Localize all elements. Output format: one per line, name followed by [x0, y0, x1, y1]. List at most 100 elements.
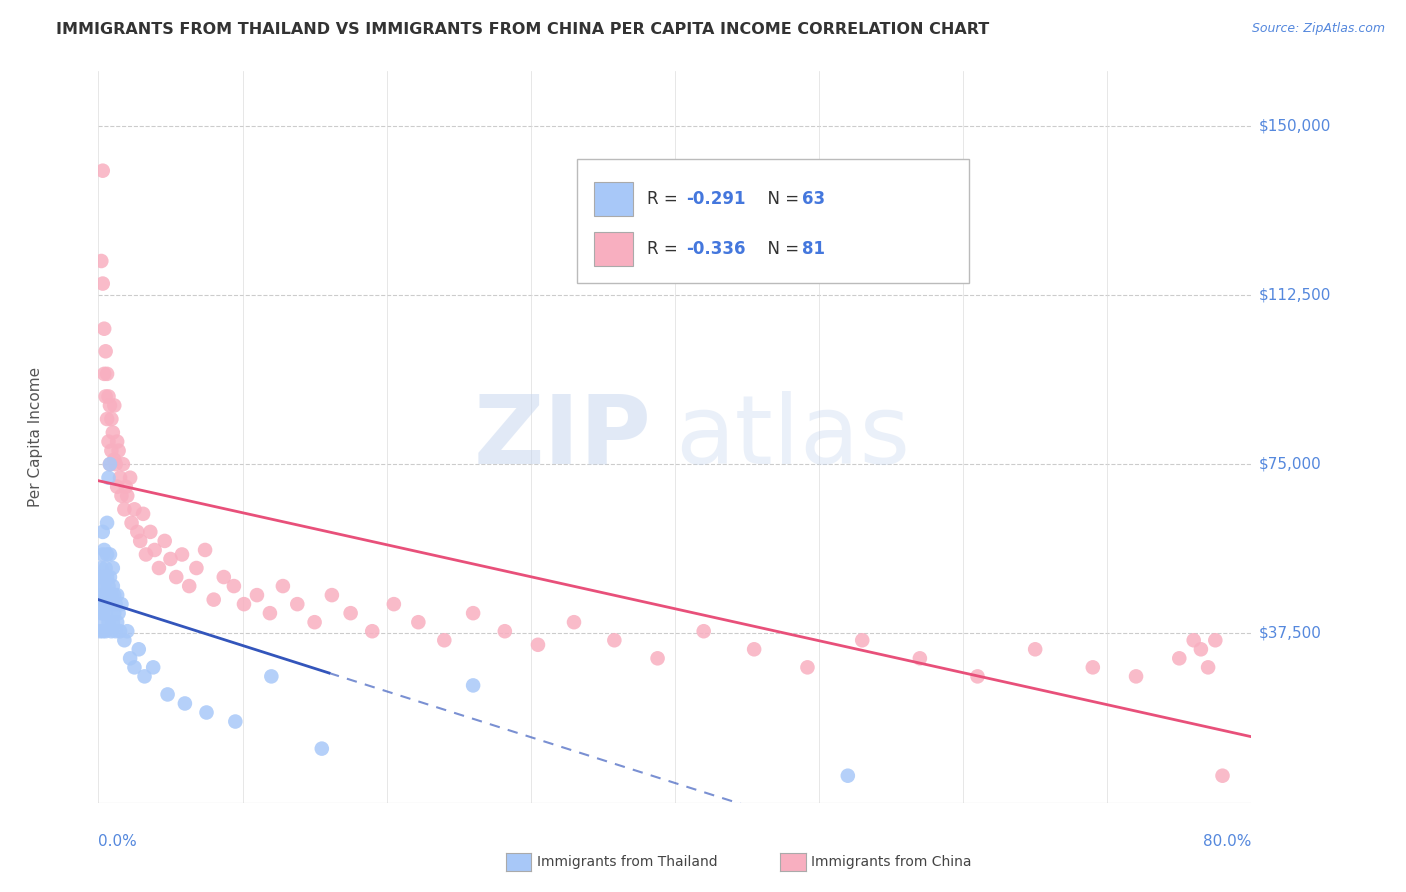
- Point: [117, 489, 138, 503]
- Point: [93, 543, 115, 558]
- Point: [97, 389, 120, 403]
- Point: [117, 624, 138, 639]
- Point: [93, 367, 115, 381]
- Point: [603, 633, 626, 648]
- Point: [100, 588, 122, 602]
- Point: [124, 502, 146, 516]
- Point: [105, 434, 128, 449]
- Text: N =: N =: [756, 190, 804, 208]
- Point: [105, 615, 128, 630]
- Text: -0.291: -0.291: [686, 190, 747, 208]
- Point: [170, 548, 193, 562]
- Point: [108, 624, 131, 639]
- Point: [112, 502, 135, 516]
- Point: [128, 642, 150, 657]
- Point: [105, 480, 128, 494]
- Point: [120, 651, 142, 665]
- Text: $75,000: $75,000: [1258, 457, 1322, 472]
- Point: [91, 592, 114, 607]
- Point: [124, 660, 146, 674]
- Text: IMMIGRANTS FROM THAILAND VS IMMIGRANTS FROM CHINA PER CAPITA INCOME CORRELATION : IMMIGRANTS FROM THAILAND VS IMMIGRANTS F…: [56, 22, 990, 37]
- Point: [195, 706, 218, 720]
- Point: [93, 570, 115, 584]
- Point: [91, 163, 114, 178]
- Text: Source: ZipAtlas.com: Source: ZipAtlas.com: [1251, 22, 1385, 36]
- Point: [129, 533, 152, 548]
- Text: Immigrants from China: Immigrants from China: [811, 855, 972, 869]
- Point: [966, 669, 988, 683]
- Point: [361, 624, 384, 639]
- Point: [1168, 651, 1191, 665]
- Point: [89, 597, 111, 611]
- Point: [96, 570, 118, 584]
- Point: [94, 561, 117, 575]
- Point: [103, 452, 125, 467]
- Point: [89, 570, 111, 584]
- Text: 80.0%: 80.0%: [1204, 834, 1251, 849]
- Point: [120, 471, 142, 485]
- Point: [527, 638, 550, 652]
- Point: [103, 606, 125, 620]
- Point: [260, 669, 283, 683]
- Point: [433, 633, 456, 648]
- Text: R =: R =: [647, 240, 689, 258]
- Point: [562, 615, 585, 630]
- Text: R =: R =: [647, 190, 689, 208]
- Point: [339, 606, 361, 620]
- Point: [97, 471, 120, 485]
- Point: [110, 489, 132, 503]
- Point: [104, 457, 127, 471]
- Point: [222, 579, 245, 593]
- Point: [101, 561, 124, 575]
- Point: [111, 457, 134, 471]
- Point: [100, 597, 122, 611]
- Point: [1189, 642, 1212, 657]
- Point: [100, 412, 122, 426]
- Point: [93, 615, 115, 630]
- Point: [153, 533, 176, 548]
- Point: [1197, 660, 1219, 674]
- Point: [311, 741, 333, 756]
- Point: [1212, 769, 1234, 783]
- Point: [96, 516, 118, 530]
- Point: [97, 615, 120, 630]
- Point: [212, 570, 235, 584]
- Point: [98, 457, 121, 471]
- Point: [90, 561, 112, 575]
- Text: 0.0%: 0.0%: [98, 834, 138, 849]
- Point: [91, 548, 114, 562]
- Point: [94, 389, 117, 403]
- Point: [494, 624, 516, 639]
- Point: [97, 434, 120, 449]
- Point: [93, 579, 115, 593]
- Point: [98, 399, 121, 413]
- Point: [179, 579, 201, 593]
- Point: [103, 588, 125, 602]
- Text: 81: 81: [801, 240, 825, 258]
- Point: [159, 552, 181, 566]
- Point: [107, 443, 129, 458]
- Point: [1125, 669, 1147, 683]
- Point: [107, 606, 129, 620]
- Point: [104, 624, 127, 639]
- Point: [90, 588, 112, 602]
- Point: [285, 597, 308, 611]
- Point: [321, 588, 343, 602]
- Point: [98, 570, 121, 584]
- Point: [100, 624, 122, 639]
- Text: $150,000: $150,000: [1258, 118, 1330, 133]
- Point: [742, 642, 765, 657]
- Point: [132, 507, 155, 521]
- Point: [97, 597, 120, 611]
- Point: [246, 588, 269, 602]
- Text: 63: 63: [801, 190, 825, 208]
- Point: [1081, 660, 1104, 674]
- Point: [93, 322, 115, 336]
- Point: [100, 443, 122, 458]
- Point: [837, 769, 859, 783]
- Point: [94, 344, 117, 359]
- Text: $37,500: $37,500: [1258, 626, 1322, 641]
- Point: [90, 606, 112, 620]
- Point: [796, 660, 818, 674]
- Point: [224, 714, 246, 729]
